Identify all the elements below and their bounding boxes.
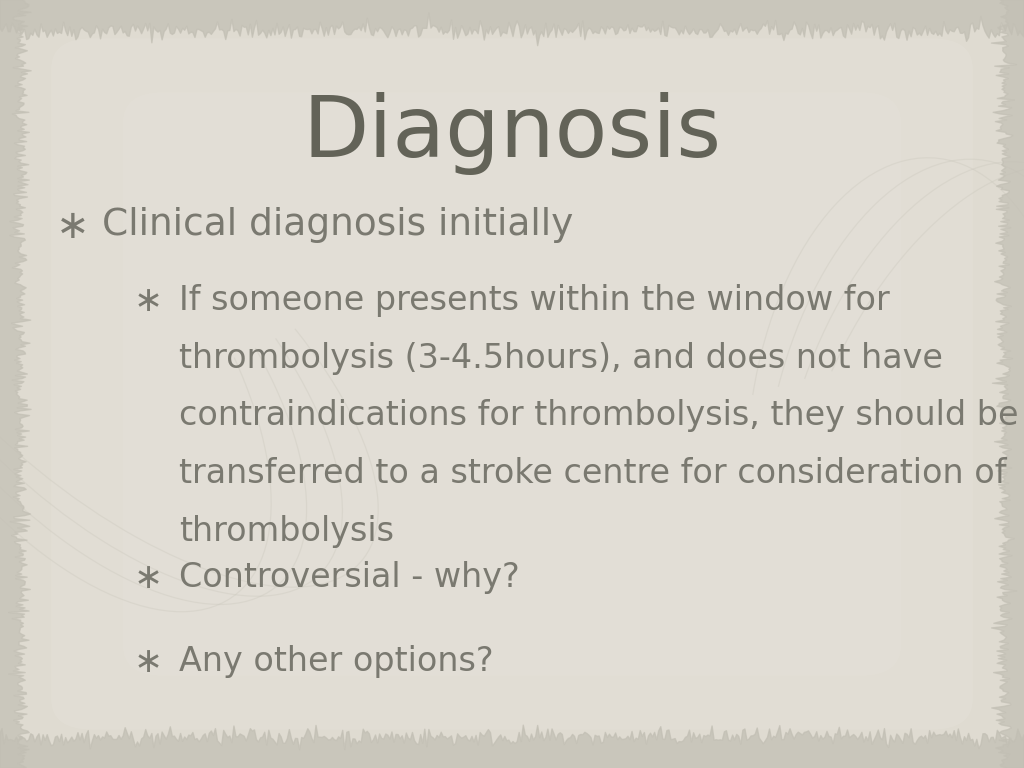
Text: transferred to a stroke centre for consideration of: transferred to a stroke centre for consi… bbox=[179, 457, 1007, 490]
Text: ∗: ∗ bbox=[56, 207, 90, 247]
Text: Diagnosis: Diagnosis bbox=[302, 92, 722, 175]
FancyBboxPatch shape bbox=[123, 92, 901, 676]
Text: ∗: ∗ bbox=[133, 645, 162, 679]
Text: ∗: ∗ bbox=[133, 561, 162, 594]
FancyBboxPatch shape bbox=[51, 38, 973, 730]
Text: thrombolysis (3-4.5hours), and does not have: thrombolysis (3-4.5hours), and does not … bbox=[179, 342, 943, 375]
Text: Any other options?: Any other options? bbox=[179, 645, 494, 678]
Text: Clinical diagnosis initially: Clinical diagnosis initially bbox=[102, 207, 573, 243]
Text: thrombolysis: thrombolysis bbox=[179, 515, 394, 548]
Text: If someone presents within the window for: If someone presents within the window fo… bbox=[179, 284, 890, 317]
Text: contraindications for thrombolysis, they should be: contraindications for thrombolysis, they… bbox=[179, 399, 1019, 432]
Text: ∗: ∗ bbox=[133, 284, 162, 318]
Text: Controversial - why?: Controversial - why? bbox=[179, 561, 520, 594]
